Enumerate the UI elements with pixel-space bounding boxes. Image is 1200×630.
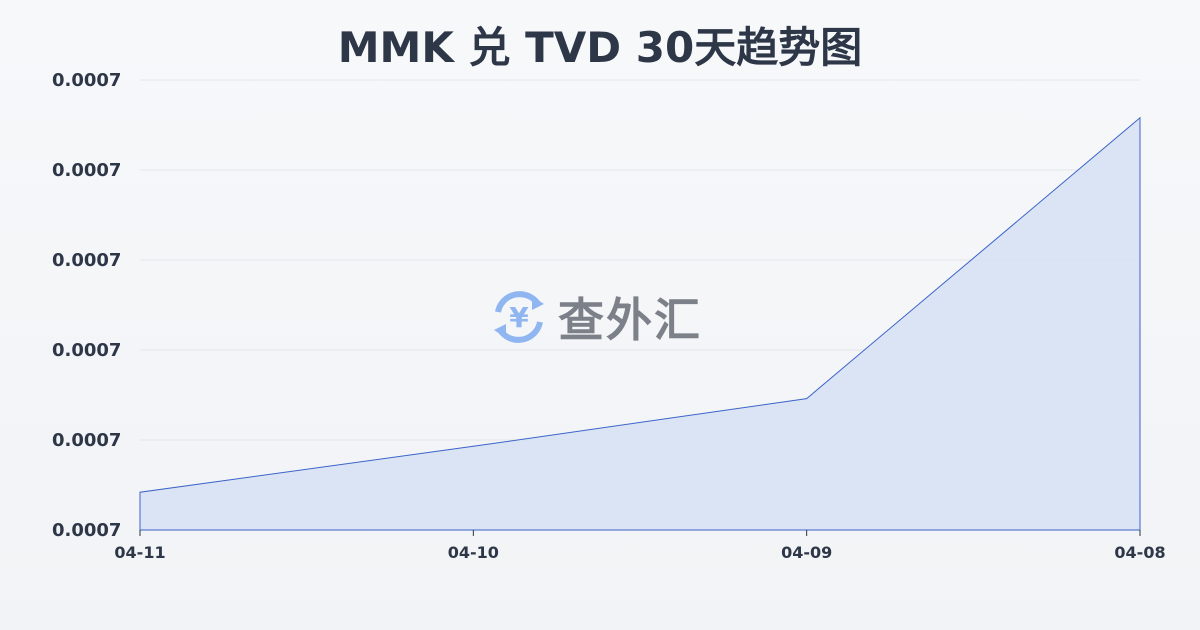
- x-tick-label: 04-11: [114, 543, 165, 562]
- chart-title: MMK 兑 TVD 30天趋势图: [337, 23, 863, 72]
- y-tick-label: 0.0007: [52, 250, 121, 271]
- y-tick-label: 0.0007: [52, 430, 121, 451]
- data-point: [806, 398, 808, 400]
- yen-exchange-icon: ¥: [494, 291, 544, 343]
- data-point: [139, 491, 141, 493]
- data-point: [472, 445, 474, 447]
- data-point: [1139, 117, 1141, 119]
- svg-text:¥: ¥: [509, 301, 529, 334]
- y-tick-label: 0.0007: [52, 520, 121, 541]
- x-tick-label: 04-09: [781, 543, 832, 562]
- y-tick-label: 0.0007: [52, 70, 121, 91]
- y-tick-label: 0.0007: [52, 340, 121, 361]
- watermark: ¥ 查外汇: [488, 284, 702, 350]
- watermark-text: 查外汇: [558, 293, 702, 347]
- y-tick-label: 0.0007: [52, 160, 121, 181]
- area-fill: [140, 117, 1140, 531]
- x-tick-label: 04-08: [1114, 543, 1165, 562]
- x-tick-label: 04-10: [448, 543, 499, 562]
